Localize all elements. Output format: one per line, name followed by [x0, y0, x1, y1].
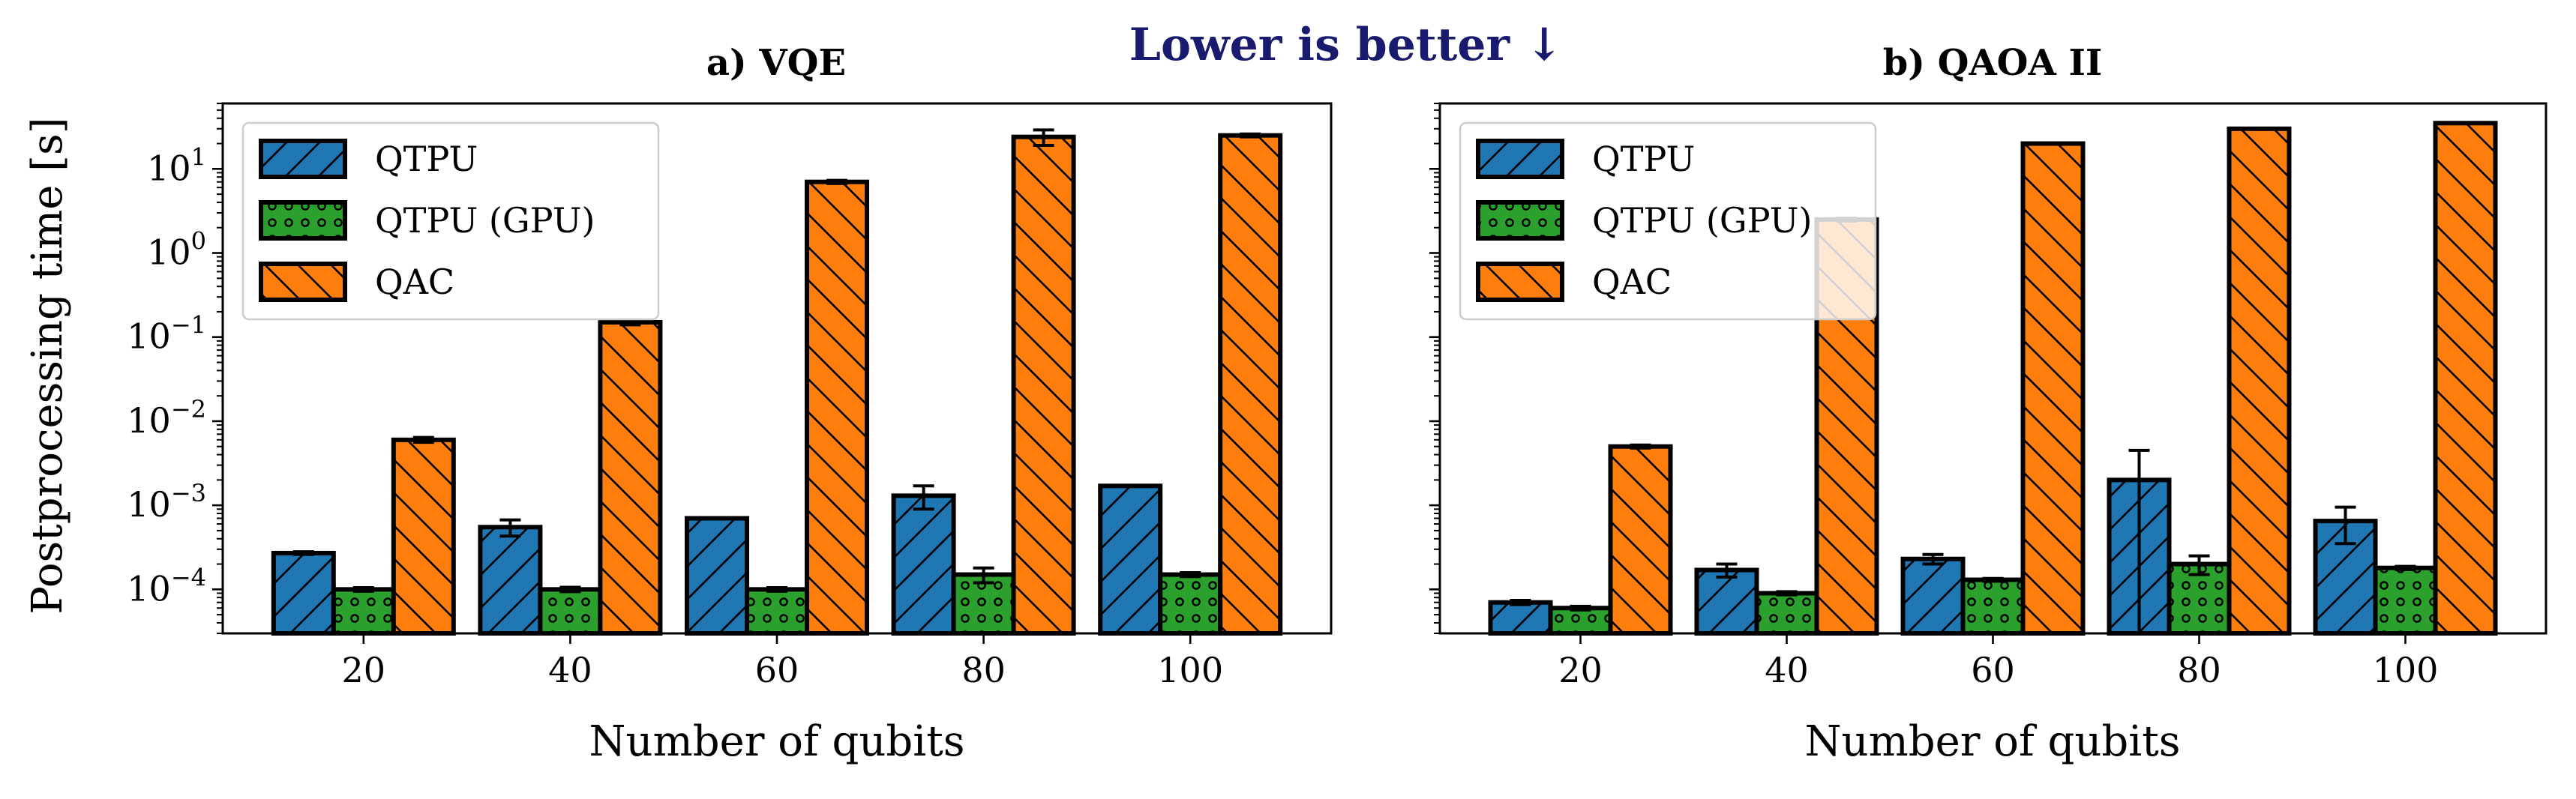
y-tick-label: 101	[147, 142, 206, 188]
bar-hatch	[598, 319, 663, 636]
legend-swatch-qtpu	[1476, 139, 1564, 179]
bar-qac-60	[2020, 141, 2086, 636]
bar-hatch	[1488, 600, 1553, 636]
bar-qtpu-gpu-40	[1754, 591, 1819, 636]
bar-hatch	[1608, 444, 1673, 636]
bar-hatch	[805, 179, 869, 636]
x-tick-label: 20	[1558, 650, 1603, 690]
bar-hatch	[1754, 591, 1819, 636]
bar-hatch	[1098, 483, 1163, 636]
bar-hatch	[1158, 572, 1223, 636]
legend-swatch-qac	[1476, 262, 1564, 302]
legend-panel-b: QTPU QTPU (GPU) QAC	[1459, 121, 1877, 321]
legend-swatch-hatch	[259, 139, 347, 179]
bar-hatch	[391, 437, 456, 636]
bar-hatch	[2227, 126, 2292, 636]
x-tick-label: 80	[961, 650, 1006, 690]
bar-qtpu-gpu-60	[745, 587, 809, 636]
bar-qtpu-60	[685, 516, 749, 636]
lower-is-better-banner: Lower is better ↓	[1129, 19, 1564, 71]
legend-swatch-qtpu-gpu	[1476, 200, 1564, 241]
bar-qtpu-gpu-20	[331, 587, 396, 636]
x-tick-label: 80	[2177, 650, 2221, 690]
y-axis-label: Postprocessing time [s]	[23, 117, 72, 614]
x-tick-label: 60	[755, 650, 799, 690]
bar-qac-100	[1218, 133, 1283, 636]
bar-qtpu-gpu-60	[1960, 577, 2026, 636]
x-tick-label: 100	[1157, 650, 1223, 690]
bar-qtpu-20	[271, 550, 336, 636]
bar-hatch	[1218, 133, 1283, 636]
bar-qtpu-gpu-100	[1158, 572, 1223, 636]
bar-qtpu-40	[478, 525, 543, 636]
x-tick-label: 20	[342, 650, 386, 690]
bar-hatch	[1548, 606, 1613, 636]
bar-qac-20	[391, 437, 456, 636]
bar-hatch	[1694, 567, 1759, 636]
y-tick-label: 10−4	[127, 563, 206, 609]
bar-hatch	[685, 516, 749, 636]
panel-a-frame	[221, 102, 1333, 635]
bar-hatch	[1011, 134, 1076, 636]
bar-hatch	[1900, 556, 1966, 636]
panel-a-title: a) VQE	[706, 42, 846, 84]
bar-qtpu-60	[1900, 556, 1966, 636]
bar-qtpu-gpu-20	[1548, 606, 1613, 636]
bar-hatch	[2373, 565, 2438, 636]
panel-a-x-label: Number of qubits	[589, 717, 965, 766]
panel-b-frame	[1438, 102, 2548, 635]
bar-hatch	[2020, 141, 2086, 636]
bar-hatch	[538, 587, 603, 636]
panel-b-plot: 20 40 60 80 100 QTPU QTPU (GPU) QAC	[1429, 103, 2498, 690]
legend-swatch-hatch	[259, 262, 347, 302]
bar-qac-80	[2227, 126, 2292, 636]
bar-qac-40	[598, 319, 663, 636]
legend-label: QTPU	[1592, 139, 1695, 179]
y-tick-label: 10−1	[127, 311, 206, 357]
bar-hatch	[2433, 121, 2498, 636]
y-tick-label: 100	[147, 227, 206, 273]
legend-swatch-hatch	[259, 200, 347, 241]
legend-swatch-qtpu	[259, 139, 347, 179]
x-tick-label: 40	[1765, 650, 1809, 690]
panel-b-title: b) QAOA II	[1883, 42, 2103, 84]
x-tick-label: 40	[548, 650, 592, 690]
x-tick-label: 100	[2373, 650, 2439, 690]
legend-swatch-hatch	[1476, 139, 1564, 179]
legend-label: QAC	[375, 262, 454, 302]
legend-swatch-qtpu-gpu	[259, 200, 347, 241]
bar-qtpu-80	[891, 493, 956, 636]
bar-qac-100	[2433, 121, 2498, 636]
legend-swatch-hatch	[1476, 200, 1564, 241]
legend-swatch-hatch	[1476, 262, 1564, 302]
bar-qtpu-20	[1488, 600, 1553, 636]
bar-qac-60	[805, 179, 869, 636]
y-tick-label: 10−2	[127, 395, 206, 441]
x-tick-label: 60	[1971, 650, 2015, 690]
bar-hatch	[271, 550, 336, 636]
bar-qac-80	[1011, 134, 1076, 636]
bar-qtpu-100	[1098, 483, 1163, 636]
bar-hatch	[745, 587, 809, 636]
legend-swatch-qac	[259, 262, 347, 302]
bar-qtpu-gpu-40	[538, 587, 603, 636]
legend-label: QTPU (GPU)	[375, 200, 595, 241]
bar-hatch	[331, 587, 396, 636]
legend-panel-a: QTPU QTPU (GPU) QAC	[241, 121, 660, 321]
legend-label: QTPU	[375, 139, 478, 179]
legend-label: QAC	[1592, 262, 1672, 302]
bar-qtpu-40	[1694, 567, 1759, 636]
bar-hatch	[891, 493, 956, 636]
legend-label: QTPU (GPU)	[1592, 200, 1812, 241]
panel-b-x-label: Number of qubits	[1805, 717, 2181, 766]
bar-hatch	[1960, 577, 2026, 636]
bar-qtpu-gpu-100	[2373, 565, 2438, 636]
y-tick-label: 10−3	[127, 479, 206, 525]
bar-hatch	[478, 525, 543, 636]
bar-qac-20	[1608, 444, 1673, 636]
